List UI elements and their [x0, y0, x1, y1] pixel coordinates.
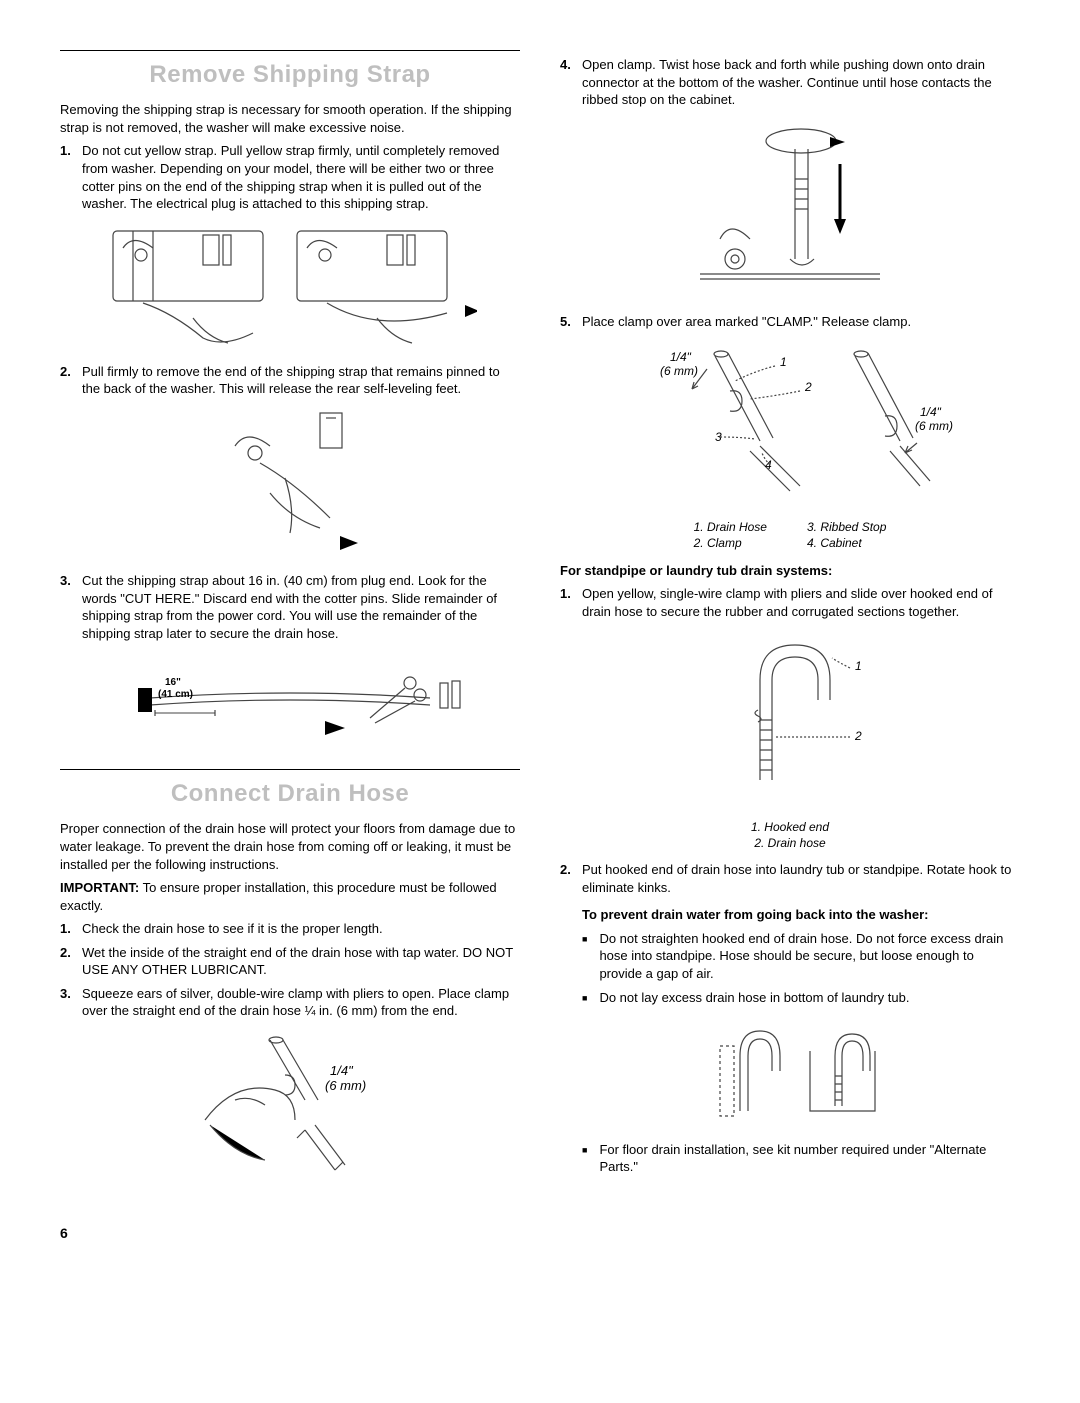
svg-text:(6 mm): (6 mm) [660, 364, 698, 378]
figure-release-feet [60, 408, 520, 563]
figure-legend: 1. Drain Hose 2. Clamp 3. Ribbed Stop 4.… [560, 519, 1020, 551]
bullet-text: Do not straighten hooked end of drain ho… [599, 930, 1020, 983]
svg-text:1: 1 [855, 659, 862, 673]
step-number: 3. [60, 572, 82, 642]
step-number: 3. [60, 985, 82, 1020]
section-title-drain-hose: Connect Drain Hose [60, 778, 520, 810]
step-text: Open clamp. Twist hose back and forth wh… [582, 56, 1020, 109]
step-number: 4. [560, 56, 582, 109]
figure-cut-strap: 16" (41 cm) [60, 653, 520, 758]
step-text: Wet the inside of the straight end of th… [82, 944, 520, 979]
svg-text:16": 16" [165, 677, 181, 688]
svg-text:1: 1 [780, 355, 787, 369]
step-number: 5. [560, 313, 582, 331]
step-text: Put hooked end of drain hose into laundr… [582, 861, 1020, 896]
figure-pull-strap [60, 223, 520, 353]
bullet-text: For floor drain installation, see kit nu… [599, 1141, 1020, 1176]
bullet-text: Do not lay excess drain hose in bottom o… [599, 989, 909, 1007]
step-number: 1. [560, 585, 582, 620]
section-title-remove-strap: Remove Shipping Strap [60, 59, 520, 91]
svg-text:1/4": 1/4" [330, 1063, 354, 1078]
svg-text:1/4": 1/4" [670, 350, 692, 364]
step-text: Do not cut yellow strap. Pull yellow str… [82, 142, 520, 212]
step-text: Squeeze ears of silver, double-wire clam… [82, 985, 520, 1020]
svg-text:(41 cm): (41 cm) [158, 689, 193, 700]
step-text: Pull firmly to remove the end of the shi… [82, 363, 520, 398]
step-number: 1. [60, 142, 82, 212]
step-number: 2. [60, 363, 82, 398]
step-text: Check the drain hose to see if it is the… [82, 920, 520, 938]
page-number: 6 [60, 1224, 520, 1243]
svg-text:1/4": 1/4" [920, 405, 942, 419]
intro-text: Removing the shipping strap is necessary… [60, 101, 520, 136]
figure-clamp-placement: 1/4" (6 mm) 1/4" (6 mm) 1 2 [560, 341, 1020, 552]
figure-twist-hose [560, 119, 1020, 304]
figure-hooked-hose: 1 2 1. Hooked end 2. Drain hose [560, 630, 1020, 851]
intro-text: Proper connection of the drain hose will… [60, 820, 520, 873]
figure-standpipe-tub [560, 1016, 1020, 1131]
step-text: Open yellow, single-wire clamp with plie… [582, 585, 1020, 620]
svg-text:2: 2 [854, 729, 862, 743]
step-number: 2. [60, 944, 82, 979]
step-number: 2. [560, 861, 582, 896]
step-text: Cut the shipping strap about 16 in. (40 … [82, 572, 520, 642]
prevent-heading: To prevent drain water from going back i… [582, 906, 1020, 924]
figure-clamp-hose-end: 1/4" (6 mm) [60, 1030, 520, 1195]
step-number: 1. [60, 920, 82, 938]
svg-text:4: 4 [765, 458, 772, 472]
step-text: Place clamp over area marked "CLAMP." Re… [582, 313, 1020, 331]
important-note: IMPORTANT: To ensure proper installation… [60, 879, 520, 914]
subheading: For standpipe or laundry tub drain syste… [560, 562, 1020, 580]
figure-legend: 1. Hooked end 2. Drain hose [560, 819, 1020, 851]
svg-text:2: 2 [804, 380, 812, 394]
svg-text:(6 mm): (6 mm) [915, 419, 953, 433]
svg-text:(6 mm): (6 mm) [325, 1078, 366, 1093]
